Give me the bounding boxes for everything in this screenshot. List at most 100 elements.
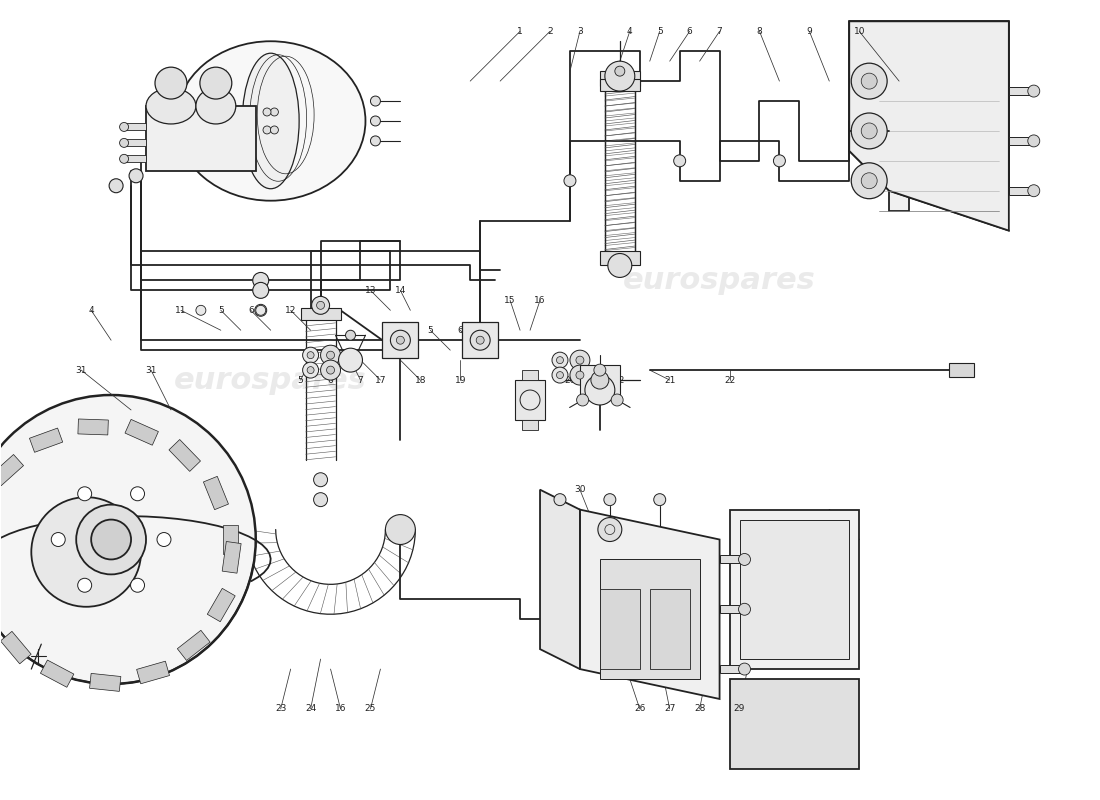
- Circle shape: [120, 138, 129, 147]
- Circle shape: [155, 67, 187, 99]
- Bar: [515, 380, 544, 420]
- Bar: [0, 631, 31, 664]
- Circle shape: [851, 63, 887, 99]
- Circle shape: [120, 154, 129, 163]
- Circle shape: [851, 113, 887, 149]
- Polygon shape: [849, 22, 1009, 230]
- Circle shape: [598, 518, 622, 542]
- Text: eurospares: eurospares: [174, 366, 367, 394]
- Circle shape: [608, 254, 631, 278]
- Circle shape: [594, 364, 606, 376]
- Ellipse shape: [176, 42, 365, 201]
- Circle shape: [552, 367, 568, 383]
- Text: 7: 7: [358, 375, 363, 385]
- Circle shape: [91, 519, 131, 559]
- Bar: [223, 525, 239, 554]
- Bar: [650, 590, 690, 669]
- Circle shape: [612, 394, 623, 406]
- Circle shape: [385, 514, 416, 545]
- Circle shape: [570, 350, 590, 370]
- Circle shape: [131, 486, 144, 501]
- Text: 9: 9: [806, 26, 812, 36]
- Circle shape: [109, 178, 123, 193]
- Text: 2: 2: [547, 26, 553, 36]
- Circle shape: [52, 533, 65, 546]
- Circle shape: [345, 330, 355, 340]
- Bar: [1009, 137, 1034, 145]
- Bar: [719, 555, 745, 563]
- Circle shape: [861, 73, 877, 89]
- Bar: [600, 79, 640, 91]
- Circle shape: [200, 67, 232, 99]
- Bar: [600, 559, 700, 679]
- Circle shape: [476, 336, 484, 344]
- Bar: [207, 588, 235, 622]
- Text: 5: 5: [218, 306, 223, 315]
- Circle shape: [570, 365, 590, 385]
- Bar: [124, 155, 146, 162]
- Text: 14: 14: [395, 286, 406, 295]
- Polygon shape: [889, 61, 1009, 210]
- Circle shape: [314, 473, 328, 486]
- Circle shape: [851, 163, 887, 198]
- Circle shape: [604, 494, 616, 506]
- Circle shape: [554, 494, 566, 506]
- Text: 23: 23: [275, 705, 286, 714]
- Circle shape: [1027, 185, 1040, 197]
- Bar: [222, 542, 241, 573]
- Text: 15: 15: [505, 296, 516, 305]
- Circle shape: [157, 533, 170, 546]
- Bar: [383, 322, 418, 358]
- Circle shape: [371, 96, 381, 106]
- Bar: [949, 363, 974, 377]
- Circle shape: [371, 116, 381, 126]
- Text: 12: 12: [614, 375, 626, 385]
- Circle shape: [311, 296, 330, 314]
- Bar: [600, 250, 640, 266]
- Circle shape: [255, 304, 266, 316]
- Circle shape: [307, 366, 315, 374]
- Text: 1: 1: [517, 26, 522, 36]
- Circle shape: [271, 108, 278, 116]
- Bar: [78, 419, 108, 435]
- Text: 20: 20: [564, 375, 575, 385]
- Circle shape: [576, 371, 584, 379]
- Text: 16: 16: [334, 705, 346, 714]
- Text: 13: 13: [365, 286, 376, 295]
- Bar: [522, 420, 538, 430]
- Circle shape: [591, 371, 609, 389]
- Circle shape: [576, 394, 588, 406]
- Circle shape: [557, 357, 563, 364]
- Text: 10: 10: [854, 26, 865, 36]
- Circle shape: [196, 306, 206, 315]
- Circle shape: [120, 122, 129, 131]
- Text: 24: 24: [305, 705, 316, 714]
- Text: 28: 28: [694, 705, 705, 714]
- Circle shape: [327, 366, 334, 374]
- Circle shape: [1027, 85, 1040, 97]
- Bar: [169, 439, 200, 471]
- Bar: [300, 308, 341, 320]
- Text: 5: 5: [298, 375, 304, 385]
- Bar: [729, 679, 859, 769]
- Ellipse shape: [146, 88, 196, 124]
- Bar: [136, 661, 169, 684]
- Circle shape: [585, 375, 615, 405]
- Text: 5: 5: [428, 326, 433, 334]
- Circle shape: [76, 505, 146, 574]
- Bar: [124, 123, 146, 130]
- Circle shape: [564, 174, 576, 186]
- Text: 7: 7: [717, 26, 723, 36]
- Text: 18: 18: [415, 375, 426, 385]
- Bar: [600, 71, 640, 86]
- Bar: [600, 590, 640, 669]
- Text: 5: 5: [657, 26, 662, 36]
- Circle shape: [317, 302, 324, 310]
- Bar: [522, 370, 538, 380]
- Text: 8: 8: [757, 26, 762, 36]
- Circle shape: [605, 61, 635, 91]
- Circle shape: [396, 336, 405, 344]
- Circle shape: [253, 282, 268, 298]
- Text: 4: 4: [627, 26, 632, 36]
- Bar: [729, 510, 859, 669]
